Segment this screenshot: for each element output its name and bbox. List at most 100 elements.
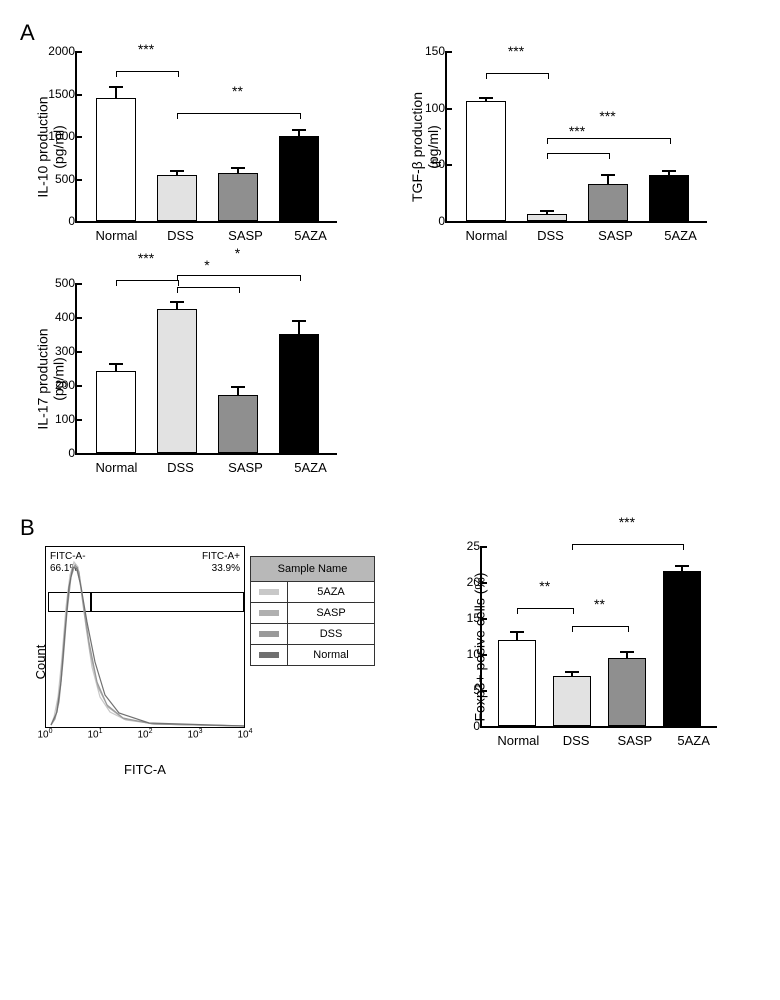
bar-sasp bbox=[218, 173, 258, 221]
panel-b: Count FITC-A- 66.1% FITC-A+ 33.9% 100101… bbox=[20, 546, 760, 777]
sig-bracket bbox=[177, 287, 240, 293]
sig-bracket bbox=[177, 113, 301, 119]
legend-swatch bbox=[259, 610, 279, 616]
y-tick: 1000 bbox=[30, 129, 75, 143]
flow-xtick: 104 bbox=[237, 728, 252, 740]
x-label: Normal bbox=[96, 228, 136, 243]
bar-dss bbox=[157, 309, 197, 454]
y-tick: 25 bbox=[435, 539, 480, 553]
y-tick: 2000 bbox=[30, 44, 75, 58]
sig-bracket bbox=[116, 280, 179, 286]
legend-item-label: 5AZA bbox=[288, 582, 375, 603]
x-label: SASP bbox=[596, 228, 636, 243]
foxp3-chart: Foxp3+ posive cells (%)0510152025*******… bbox=[425, 546, 725, 748]
y-tick: 100 bbox=[400, 101, 445, 115]
flow-xtick: 102 bbox=[137, 728, 152, 740]
x-label: DSS bbox=[556, 733, 596, 748]
panel-a-label: A bbox=[20, 20, 760, 46]
y-tick: 5 bbox=[435, 683, 480, 697]
y-tick: 50 bbox=[400, 157, 445, 171]
x-label: Normal bbox=[466, 228, 506, 243]
legend-item-label: SASP bbox=[288, 603, 375, 624]
il10-chart: IL-10 production(pg/ml)0500100015002000*… bbox=[20, 51, 350, 243]
x-label: 5AZA bbox=[291, 228, 331, 243]
x-label: SASP bbox=[615, 733, 655, 748]
panel-a: IL-10 production(pg/ml)0500100015002000*… bbox=[20, 51, 760, 475]
sig-bracket bbox=[177, 275, 301, 281]
flow-histogram: FITC-A- 66.1% FITC-A+ 33.9% bbox=[45, 546, 245, 728]
legend-item-label: Normal bbox=[288, 645, 375, 666]
sig-label: ** bbox=[232, 83, 243, 99]
sig-label: *** bbox=[138, 41, 154, 57]
x-label: 5AZA bbox=[674, 733, 714, 748]
legend-swatch bbox=[259, 589, 279, 595]
flow-xlabel: FITC-A bbox=[45, 762, 245, 777]
y-tick: 200 bbox=[30, 378, 75, 392]
tgfb-chart: TGF-β production(pg/ml)050100150********… bbox=[390, 51, 720, 243]
bar-normal bbox=[96, 371, 136, 453]
y-tick: 500 bbox=[30, 172, 75, 186]
x-label: DSS bbox=[161, 228, 201, 243]
x-label: DSS bbox=[531, 228, 571, 243]
bar-5aza bbox=[279, 334, 319, 453]
sig-bracket bbox=[486, 73, 549, 79]
flow-xticks: 100101102103104 bbox=[45, 728, 245, 744]
sig-label: ** bbox=[594, 596, 605, 612]
sig-label: *** bbox=[138, 250, 154, 266]
x-label: 5AZA bbox=[291, 460, 331, 475]
sig-label: ** bbox=[539, 578, 550, 594]
bar-normal bbox=[466, 101, 506, 221]
flow-xtick: 101 bbox=[87, 728, 102, 740]
bar-sasp bbox=[608, 658, 646, 726]
bar-dss bbox=[157, 175, 197, 221]
bar-sasp bbox=[218, 395, 258, 453]
y-tick: 15 bbox=[435, 611, 480, 625]
bar-5aza bbox=[649, 175, 689, 221]
sig-label: * bbox=[235, 245, 240, 261]
y-tick: 150 bbox=[400, 44, 445, 58]
x-label: Normal bbox=[497, 733, 537, 748]
flow-xtick: 103 bbox=[187, 728, 202, 740]
sig-bracket bbox=[116, 71, 179, 77]
legend-swatch bbox=[259, 652, 279, 658]
sig-label: *** bbox=[619, 514, 635, 530]
y-tick: 0 bbox=[400, 214, 445, 228]
y-tick: 0 bbox=[30, 446, 75, 460]
y-tick: 500 bbox=[30, 276, 75, 290]
bar-normal bbox=[96, 98, 136, 221]
sig-bracket bbox=[547, 153, 610, 159]
flow-cytometry: Count FITC-A- 66.1% FITC-A+ 33.9% 100101… bbox=[20, 546, 375, 777]
bar-5aza bbox=[279, 136, 319, 221]
flow-xtick: 100 bbox=[37, 728, 52, 740]
legend-header: Sample Name bbox=[251, 557, 375, 582]
sig-label: *** bbox=[599, 108, 615, 124]
panel-b-label: B bbox=[20, 515, 760, 541]
bar-5aza bbox=[663, 571, 701, 726]
y-tick: 0 bbox=[435, 719, 480, 733]
x-label: 5AZA bbox=[661, 228, 701, 243]
il17-chart: IL-17 production(pg/ml)0100200300400500*… bbox=[20, 283, 350, 475]
y-tick: 20 bbox=[435, 575, 480, 589]
y-tick: 10 bbox=[435, 647, 480, 661]
sig-bracket bbox=[572, 626, 629, 632]
sig-bracket bbox=[517, 608, 574, 614]
y-tick: 400 bbox=[30, 310, 75, 324]
x-label: Normal bbox=[96, 460, 136, 475]
legend-swatch bbox=[259, 631, 279, 637]
sig-label: *** bbox=[569, 123, 585, 139]
bar-sasp bbox=[588, 184, 628, 221]
legend-item-label: DSS bbox=[288, 624, 375, 645]
bar-dss bbox=[553, 676, 591, 726]
sig-label: * bbox=[204, 257, 209, 273]
x-label: SASP bbox=[226, 460, 266, 475]
flow-curves bbox=[46, 547, 245, 727]
y-tick: 300 bbox=[30, 344, 75, 358]
sig-bracket bbox=[547, 138, 671, 144]
sig-bracket bbox=[572, 544, 684, 550]
flow-legend: Sample Name 5AZASASPDSSNormal bbox=[250, 546, 375, 777]
bar-dss bbox=[527, 214, 567, 221]
x-label: DSS bbox=[161, 460, 201, 475]
sig-label: *** bbox=[508, 43, 524, 59]
y-tick: 100 bbox=[30, 412, 75, 426]
x-label: SASP bbox=[226, 228, 266, 243]
